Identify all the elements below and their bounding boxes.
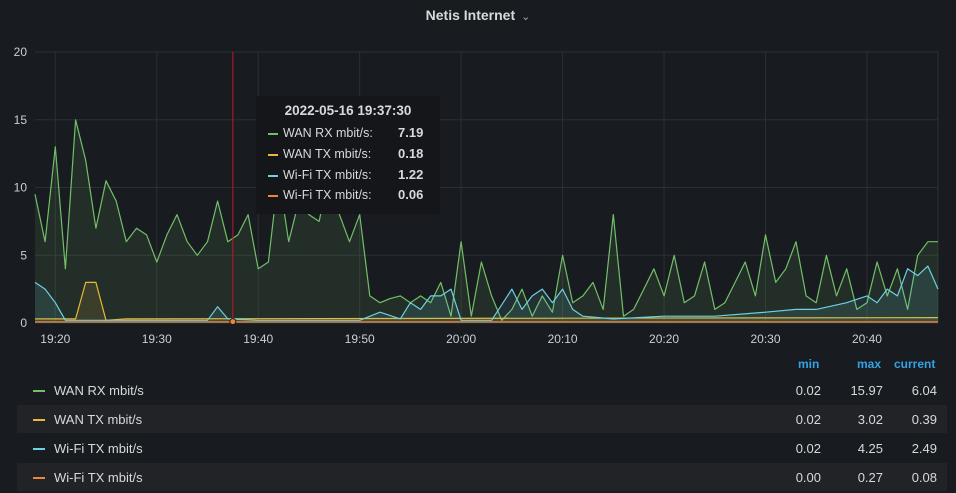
legend-min-value: 0.00 — [795, 470, 821, 485]
legend-row[interactable]: Wi-Fi TX mbit/s 0.02 4.25 2.49 — [17, 434, 947, 462]
x-tick-label: 19:30 — [142, 332, 172, 346]
legend-series-name[interactable]: Wi-Fi TX mbit/s — [54, 470, 143, 485]
legend-current-value: 6.04 — [911, 383, 937, 398]
y-tick-label: 20 — [14, 45, 28, 59]
tooltip-series-name: WAN RX mbit/s: — [283, 126, 373, 140]
series-area-fill — [35, 119, 938, 323]
x-axis: 19:20 19:30 19:40 19:50 20:00 20:10 20:20 20:30… — [40, 332, 882, 346]
series-swatch — [268, 195, 278, 197]
legend-max-value: 4.25 — [857, 441, 883, 456]
legend-series-name[interactable]: WAN TX mbit/s — [54, 412, 143, 427]
series-line — [35, 281, 939, 321]
series-line — [34, 265, 939, 321]
x-tick-label: 19:40 — [243, 332, 273, 346]
series-swatch[interactable] — [33, 448, 45, 450]
legend-min-value: 0.02 — [795, 441, 821, 456]
x-tick-label: 19:20 — [40, 332, 70, 346]
legend-min-value: 0.02 — [795, 383, 821, 398]
series-swatch — [268, 175, 278, 177]
series-swatch — [268, 133, 278, 135]
legend-current-value: 0.08 — [911, 470, 937, 485]
legend-header-max[interactable]: max — [857, 357, 882, 371]
series-area-fill — [35, 266, 938, 323]
series-swatch[interactable] — [33, 477, 45, 479]
series-line — [34, 119, 938, 321]
y-tick-label: 10 — [14, 181, 28, 195]
tooltip-row: WAN TX mbit/s: 0.18 — [268, 146, 434, 164]
legend-row[interactable]: Wi-Fi TX mbit/s 0.00 0.27 0.08 — [17, 463, 947, 491]
hover-point-marker — [229, 318, 237, 326]
legend-header-min[interactable]: min — [798, 357, 820, 371]
x-tick-label: 20:10 — [548, 332, 578, 346]
legend-row[interactable]: WAN RX mbit/s 0.02 15.97 6.04 — [17, 376, 947, 404]
y-tick-label: 0 — [20, 316, 27, 330]
x-tick-label: 20:30 — [751, 332, 781, 346]
series-swatch[interactable] — [33, 390, 45, 392]
chevron-down-icon[interactable]: ⌄ — [521, 11, 531, 23]
hover-tooltip: 2022-05-16 19:37:30 WAN RX mbit/s: 7.19 … — [256, 96, 440, 214]
x-tick-label: 20:20 — [649, 332, 679, 346]
series-area-fill — [35, 282, 938, 323]
tooltip-series-value: 0.18 — [398, 146, 424, 161]
tooltip-series-name: Wi-Fi TX mbit/s: — [283, 168, 372, 182]
tooltip-time: 2022-05-16 19:37:30 — [284, 103, 412, 118]
y-tick-label: 15 — [14, 113, 28, 127]
chart-area[interactable]: 19:20 19:30 19:40 19:50 20:00 20:10 20:20 20:30… — [0, 0, 956, 352]
x-tick-label: 19:50 — [345, 332, 375, 346]
series-swatch[interactable] — [33, 419, 45, 421]
legend-current-value: 2.49 — [911, 441, 937, 456]
panel-title-text: Netis Internet — [425, 7, 516, 23]
legend-header-current[interactable]: current — [894, 357, 936, 371]
y-tick-label: 5 — [20, 248, 27, 262]
legend-series-name[interactable]: Wi-Fi TX mbit/s — [54, 441, 143, 456]
legend-max-value: 3.02 — [857, 412, 883, 427]
x-tick-label: 20:00 — [446, 332, 476, 346]
y-axis: 0 5 10 15 20 — [14, 45, 28, 330]
tooltip-series-name: WAN TX mbit/s: — [283, 147, 372, 161]
tooltip-series-name: Wi-Fi TX mbit/s: — [283, 188, 372, 202]
tooltip-series-value: 7.19 — [398, 125, 424, 140]
tooltip-row: Wi-Fi TX mbit/s: 1.22 — [268, 167, 434, 185]
legend-row[interactable]: WAN TX mbit/s 0.02 3.02 0.39 — [17, 405, 947, 433]
tooltip-series-value: 0.06 — [398, 187, 424, 202]
tooltip-row: Wi-Fi TX mbit/s: 0.06 — [268, 187, 434, 205]
legend-max-value: 0.27 — [857, 470, 883, 485]
legend-min-value: 0.02 — [795, 412, 821, 427]
chart-series — [34, 119, 939, 323]
tooltip-series-value: 1.22 — [398, 167, 424, 182]
tooltip-row: WAN RX mbit/s: 7.19 — [268, 125, 434, 143]
x-tick-label: 20:40 — [852, 332, 882, 346]
legend-max-value: 15.97 — [850, 383, 883, 398]
legend-series-name[interactable]: WAN RX mbit/s — [54, 383, 144, 398]
series-swatch — [268, 154, 278, 156]
legend-current-value: 0.39 — [911, 412, 937, 427]
panel-title[interactable]: Netis Internet ⌄ — [0, 7, 956, 23]
